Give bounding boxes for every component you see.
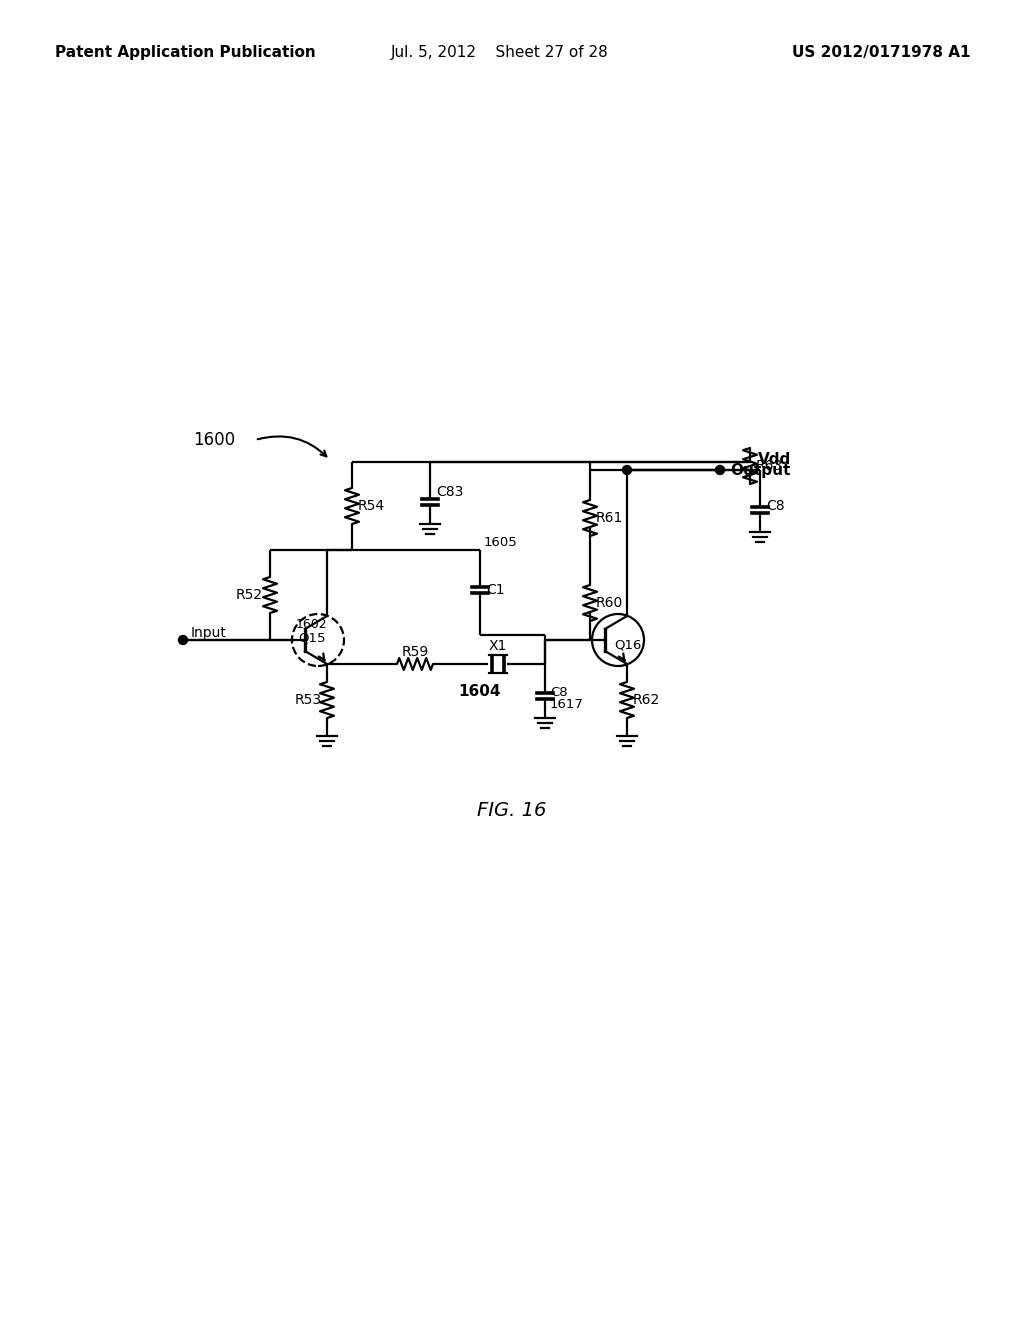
- Text: FIG. 16: FIG. 16: [477, 800, 547, 820]
- Text: X1: X1: [488, 639, 507, 653]
- Text: R53: R53: [295, 693, 323, 708]
- Text: 1602: 1602: [296, 618, 328, 631]
- Text: R59: R59: [401, 645, 429, 659]
- Text: 1604: 1604: [459, 685, 502, 700]
- Circle shape: [178, 635, 187, 644]
- Text: US 2012/0171978 A1: US 2012/0171978 A1: [792, 45, 970, 59]
- Text: 1605: 1605: [484, 536, 518, 549]
- Text: C8: C8: [550, 685, 567, 698]
- Text: Q16: Q16: [614, 639, 641, 652]
- Text: R61: R61: [596, 511, 624, 525]
- Circle shape: [623, 466, 632, 474]
- Text: Output: Output: [730, 462, 791, 478]
- Circle shape: [716, 466, 725, 474]
- Text: R60: R60: [596, 597, 624, 610]
- Text: Q15: Q15: [298, 631, 326, 644]
- Text: R52: R52: [236, 587, 263, 602]
- Text: R62: R62: [633, 693, 660, 708]
- Text: C1: C1: [486, 583, 505, 597]
- Text: 1617: 1617: [550, 697, 584, 710]
- Text: R54: R54: [358, 499, 385, 513]
- Text: 1600: 1600: [193, 432, 236, 449]
- Text: Patent Application Publication: Patent Application Publication: [55, 45, 315, 59]
- Text: C8: C8: [766, 499, 784, 513]
- Text: C83: C83: [436, 484, 464, 499]
- Text: R63: R63: [756, 459, 783, 473]
- Text: Input: Input: [191, 626, 227, 640]
- Text: Jul. 5, 2012    Sheet 27 of 28: Jul. 5, 2012 Sheet 27 of 28: [391, 45, 609, 59]
- Text: Vdd: Vdd: [758, 453, 792, 467]
